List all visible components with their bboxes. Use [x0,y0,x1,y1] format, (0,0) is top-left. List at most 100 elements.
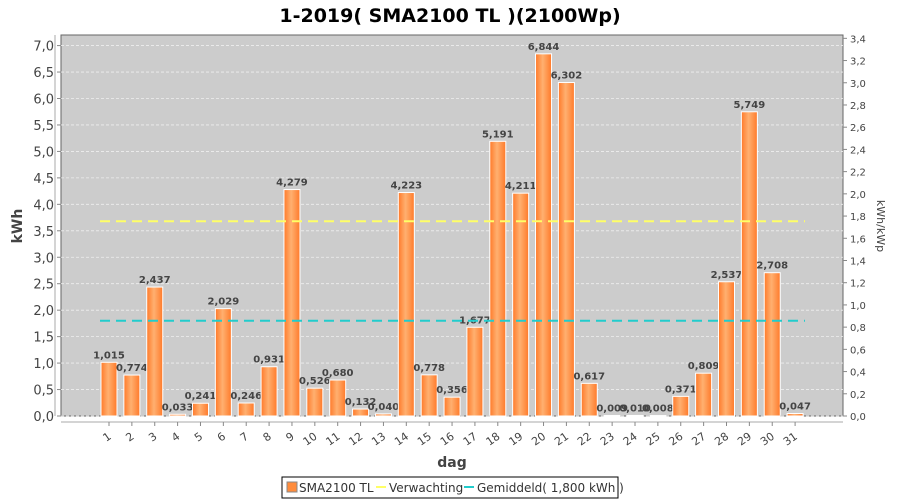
x-tick-label: 14 [392,430,411,449]
data-label: 0,246 [230,391,262,402]
x-tick-label: 18 [484,430,503,449]
data-label: 5,749 [734,100,766,111]
bar-day-27 [695,372,713,417]
y-tick-label: 0,5 [33,384,54,399]
y2-tick-label: 1,6 [850,234,866,245]
data-label: 0,009 [596,404,628,415]
bar-day-5 [191,402,209,417]
data-label: 4,279 [276,178,308,189]
x-tick-label: 9 [283,430,296,445]
y2-tick-label: 2,6 [850,123,866,134]
bar-day-21 [557,82,575,417]
y2-tick-label: 2,8 [850,101,866,112]
bar-day-30 [763,272,781,417]
y-tick-label: 4,5 [33,172,54,187]
y2-tick-label: 0,4 [850,368,866,379]
bar-day-9 [283,189,301,417]
x-tick-label: 28 [712,430,731,449]
x-tick-label: 29 [735,430,754,449]
y2-tick-label: 0,6 [850,345,866,356]
data-label: 2,537 [711,270,743,281]
x-tick-label: 7 [238,430,251,445]
data-label: 2,437 [139,275,171,286]
data-label: 6,302 [551,71,583,82]
x-tick-label: 26 [667,430,686,449]
y2-tick-label: 0,2 [850,390,866,401]
data-label: 1,015 [93,350,125,361]
x-tick-label: 3 [146,430,159,445]
bar-day-10 [306,387,324,417]
bar-day-15 [420,374,438,417]
y2-tick-label: 3,0 [850,79,866,90]
y2-tick-label: 1,2 [850,279,866,290]
x-tick-label: 11 [323,430,342,449]
bar-day-2 [123,374,141,417]
bar-day-20 [535,53,553,417]
x-tick-label: 10 [301,430,320,449]
y2-tick-label: 1,0 [850,301,866,312]
y-tick-label: 7,0 [33,40,54,55]
y-tick-label: 4,0 [33,198,54,213]
data-label: 0,010 [619,403,651,414]
x-tick-label: 16 [438,430,457,449]
y-tick-label: 2,0 [33,304,54,319]
x-tick-label: 21 [552,430,571,449]
y2-axis-label: kWh/kWp [874,200,887,252]
data-label: 0,040 [368,402,400,413]
y2-tick-label: 1,8 [850,212,866,223]
legend [281,476,619,499]
data-label: 4,223 [390,181,422,192]
bar-day-14 [397,192,415,417]
data-label: 0,526 [299,376,331,387]
y-tick-label: 1,0 [33,357,54,372]
x-tick-label: 23 [598,430,617,449]
data-label: 0,132 [345,397,377,408]
y2-tick-label: 0,0 [850,412,866,423]
bar-day-17 [466,326,484,417]
y-tick-label: 6,5 [33,66,54,81]
x-tick-label: 27 [689,430,708,449]
data-label: 0,931 [253,355,285,366]
x-tick-label: 17 [461,430,480,449]
data-label: 0,774 [116,363,148,374]
y-tick-label: 6,0 [33,93,54,108]
bar-day-18 [489,140,507,417]
bar-day-19 [512,192,530,417]
chart-title: 1-2019( SMA2100 TL )(2100Wp) [279,5,620,27]
x-tick-label: 15 [415,430,434,449]
y-tick-label: 5,5 [33,119,54,134]
bar-day-16 [443,396,461,417]
y2-tick-label: 3,4 [850,34,866,45]
x-tick-label: 4 [169,430,182,445]
x-tick-label: 31 [781,430,800,449]
data-label: 2,029 [208,297,240,308]
data-label: 0,008 [642,404,674,415]
x-tick-label: 2 [123,430,136,445]
bar-day-8 [260,366,278,417]
bar-day-6 [214,308,232,417]
x-tick-label: 6 [215,430,228,445]
x-tick-label: 19 [506,430,525,449]
legend-swatch-bar [286,481,298,493]
y-tick-label: 1,5 [33,331,54,346]
x-tick-label: 22 [575,430,594,449]
y2-tick-label: 2,0 [850,190,866,201]
bar-day-28 [717,281,735,417]
bar-day-1 [100,361,118,417]
x-tick-label: 24 [621,430,640,449]
data-label: 2,708 [756,261,788,272]
y-tick-label: 3,5 [33,225,54,240]
legend-label: SMA2100 TL [299,481,374,495]
bar-day-31 [786,413,804,417]
data-label: 0,809 [688,361,720,372]
y2-tick-label: 2,2 [850,168,866,179]
y2-tick-label: 0,8 [850,323,866,334]
data-label: 0,047 [779,402,811,413]
x-tick-label: 1 [101,430,114,445]
bar-day-11 [329,379,347,417]
x-tick-label: 8 [261,430,274,445]
data-label: 6,844 [528,42,560,53]
y-tick-label: 5,0 [33,145,54,160]
bar-day-4 [169,413,187,417]
data-label: 0,033 [162,402,194,413]
